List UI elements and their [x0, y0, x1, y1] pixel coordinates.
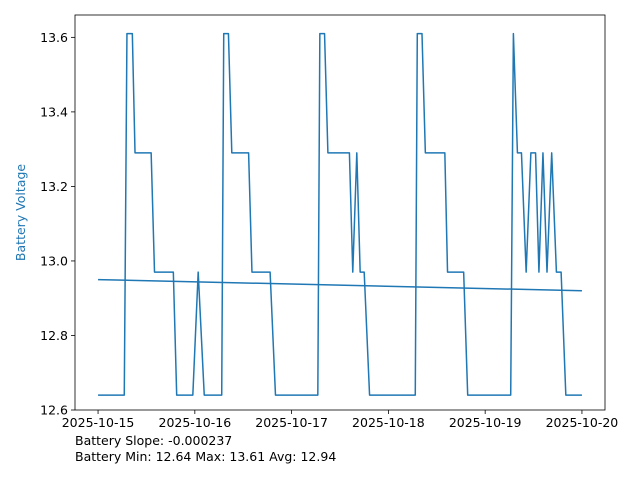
- x-tick-label: 2025-10-18: [352, 415, 425, 430]
- plot-frame: [74, 14, 606, 411]
- x-tick-label: 2025-10-15: [62, 415, 135, 430]
- axes: 2025-10-15 2025-10-16 2025-10-17 2025-10-18…: [13, 14, 619, 430]
- y-tick-label: 13.6: [40, 30, 68, 45]
- y-tick-label: 13.4: [40, 104, 68, 119]
- y-tick-label: 13.0: [40, 253, 68, 268]
- plot-area: [98, 32, 582, 396]
- battery-trend-line: [98, 278, 582, 292]
- x-tick-label: 2025-10-19: [449, 415, 522, 430]
- x-tick-label: 2025-10-20: [546, 415, 619, 430]
- y-tick-label: 12.6: [40, 403, 68, 418]
- x-tick-label: 2025-10-17: [255, 415, 328, 430]
- y-axis-label: Battery Voltage: [13, 164, 28, 261]
- y-tick-label: 12.8: [40, 328, 68, 343]
- battery-voltage-line: [98, 32, 582, 396]
- battery-summary-text: Battery Min: 12.64 Max: 13.61 Avg: 12.94: [75, 449, 337, 464]
- battery-slope-text: Battery Slope: -0.000237: [75, 433, 233, 448]
- x-tick-label: 2025-10-16: [159, 415, 232, 430]
- y-tick-label: 13.2: [40, 179, 68, 194]
